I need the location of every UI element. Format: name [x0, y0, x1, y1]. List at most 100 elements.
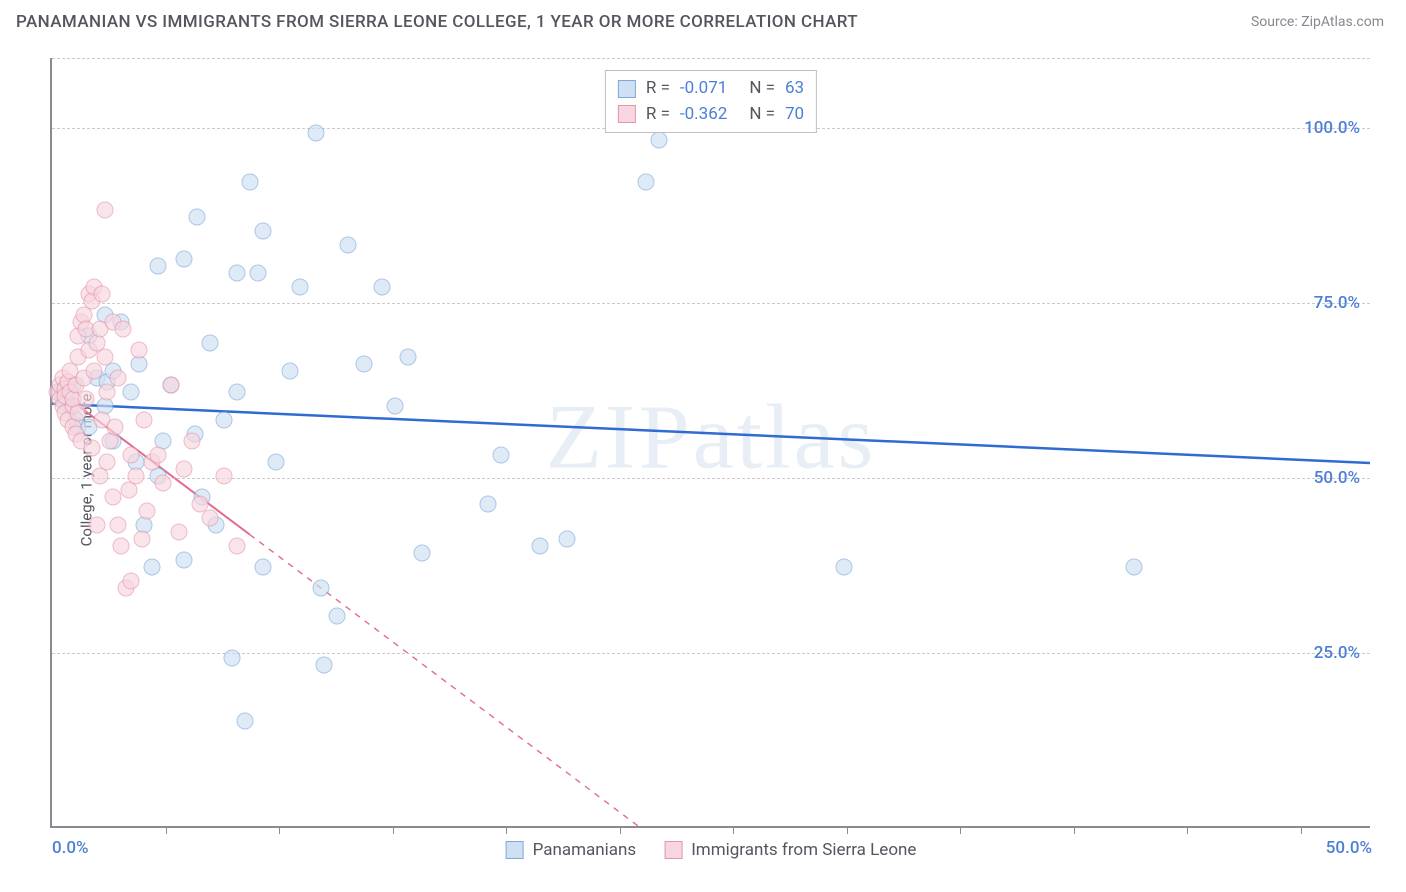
x-tick-mark — [506, 826, 507, 834]
trend-line-solid — [52, 404, 1370, 463]
data-point — [189, 209, 206, 226]
data-point — [136, 412, 153, 429]
data-point — [313, 580, 330, 597]
legend-series-item: Immigrants from Sierra Leone — [664, 840, 916, 860]
data-point — [215, 468, 232, 485]
data-point — [281, 363, 298, 380]
data-point — [96, 349, 113, 366]
legend-r-label: R = — [646, 102, 670, 128]
data-point — [292, 279, 309, 296]
data-point — [315, 657, 332, 674]
gridline-h — [52, 58, 1370, 59]
plot-area: ZIPatlas R = -0.071 N = 63R = -0.362 N = 7… — [50, 58, 1370, 828]
data-point — [110, 370, 127, 387]
trend-line-dashed — [250, 535, 685, 826]
data-point — [115, 321, 132, 338]
legend-series-item: Panamanians — [506, 840, 637, 860]
x-tick-mark — [620, 826, 621, 834]
data-point — [123, 447, 140, 464]
data-point — [215, 412, 232, 429]
data-point — [149, 447, 166, 464]
x-tick-mark — [1187, 826, 1188, 834]
data-point — [202, 335, 219, 352]
data-point — [104, 489, 121, 506]
legend-r-value: -0.362 — [680, 102, 727, 128]
data-point — [144, 559, 161, 576]
data-point — [83, 440, 100, 457]
y-tick-label: 25.0% — [1314, 643, 1360, 663]
x-tick-mark — [166, 826, 167, 834]
legend-swatch — [618, 80, 636, 98]
data-point — [228, 265, 245, 282]
y-tick-label: 50.0% — [1314, 468, 1360, 488]
chart-title: PANAMANIAN VS IMMIGRANTS FROM SIERRA LEO… — [16, 12, 858, 32]
data-point — [162, 377, 179, 394]
legend-stats-row: R = -0.362 N = 70 — [618, 102, 804, 128]
data-point — [236, 713, 253, 730]
data-point — [183, 433, 200, 450]
legend-stats-box: R = -0.071 N = 63R = -0.362 N = 70 — [605, 70, 817, 133]
data-point — [268, 454, 285, 471]
gridline-h — [52, 303, 1370, 304]
data-point — [374, 279, 391, 296]
data-point — [170, 524, 187, 541]
legend-n-label: N = — [749, 102, 775, 128]
legend-n-label: N = — [749, 76, 775, 102]
legend-n-value: 70 — [785, 102, 804, 128]
data-point — [1126, 559, 1143, 576]
legend-r-value: -0.071 — [680, 76, 727, 102]
x-tick-label: 50.0% — [1326, 838, 1372, 858]
data-point — [123, 573, 140, 590]
data-point — [99, 384, 116, 401]
data-point — [249, 265, 266, 282]
x-tick-mark — [960, 826, 961, 834]
legend-stats-row: R = -0.071N = 63 — [618, 76, 804, 102]
data-point — [255, 223, 272, 240]
data-point — [387, 398, 404, 415]
data-point — [123, 384, 140, 401]
data-point — [638, 174, 655, 191]
x-tick-mark — [279, 826, 280, 834]
data-point — [355, 356, 372, 373]
gridline-h — [52, 653, 1370, 654]
legend-swatch — [618, 105, 636, 123]
data-point — [112, 538, 129, 555]
legend-series-name: Panamanians — [533, 840, 637, 860]
x-tick-label: 0.0% — [52, 838, 89, 858]
data-point — [149, 258, 166, 275]
data-point — [329, 608, 346, 625]
data-point — [492, 447, 509, 464]
source-credit: Source: ZipAtlas.com — [1251, 14, 1384, 30]
x-tick-mark — [1301, 826, 1302, 834]
data-point — [139, 503, 156, 520]
data-point — [228, 384, 245, 401]
legend-series: Panamanians Immigrants from Sierra Leone — [506, 840, 917, 860]
legend-n-value: 63 — [785, 76, 804, 102]
data-point — [86, 363, 103, 380]
data-point — [202, 510, 219, 527]
data-point — [176, 461, 193, 478]
data-point — [176, 251, 193, 268]
data-point — [242, 174, 259, 191]
data-point — [339, 237, 356, 254]
data-point — [154, 475, 171, 492]
data-point — [110, 517, 127, 534]
chart-container: College, 1 year or more ZIPatlas R = -0.… — [0, 48, 1406, 892]
data-point — [88, 517, 105, 534]
data-point — [78, 391, 95, 408]
data-point — [479, 496, 496, 513]
legend-swatch — [506, 841, 524, 859]
data-point — [651, 132, 668, 149]
gridline-h — [52, 478, 1370, 479]
data-point — [532, 538, 549, 555]
y-tick-label: 100.0% — [1304, 118, 1360, 138]
watermark-text: ZIPatlas — [546, 384, 877, 490]
data-point — [96, 202, 113, 219]
x-tick-mark — [847, 826, 848, 834]
data-point — [131, 342, 148, 359]
x-tick-mark — [1074, 826, 1075, 834]
data-point — [128, 468, 145, 485]
data-point — [107, 419, 124, 436]
data-point — [94, 286, 111, 303]
data-point — [223, 650, 240, 667]
